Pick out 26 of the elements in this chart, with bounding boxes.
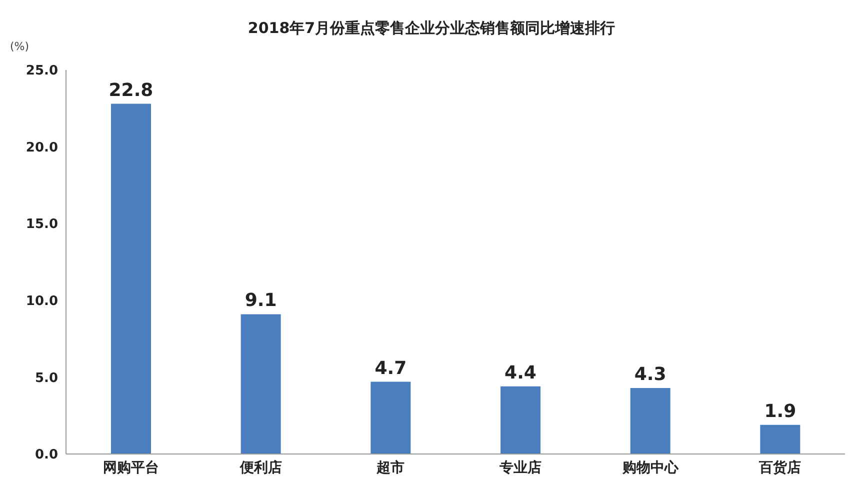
- y-tick-label: 10.0: [26, 294, 58, 310]
- data-label: 4.7: [374, 358, 407, 379]
- data-label: 4.3: [634, 364, 666, 385]
- x-tick-label: 超市: [376, 458, 405, 476]
- x-tick-label: 专业店: [498, 458, 542, 476]
- x-tick-label: 百货店: [758, 458, 802, 476]
- bar: [500, 386, 540, 454]
- data-label: 1.9: [764, 400, 796, 422]
- bar: [370, 382, 411, 454]
- data-label: 22.8: [108, 80, 154, 101]
- y-tick-label: 15.0: [26, 217, 58, 232]
- y-tick-label: 0.0: [34, 448, 58, 463]
- y-tick-label: 25.0: [26, 64, 58, 79]
- y-tick-label: 20.0: [26, 140, 58, 156]
- chart-title: 2018年7月份重点零售企业分业态销售额同比增速排行: [248, 19, 616, 37]
- bar: [111, 104, 151, 454]
- bar: [760, 424, 800, 454]
- data-label: 4.4: [504, 362, 536, 384]
- bar: [240, 314, 281, 454]
- data-label: 9.1: [244, 290, 277, 312]
- bar: [630, 388, 670, 454]
- x-tick-label: 便利店: [238, 458, 282, 476]
- x-tick-label: 网购平台: [102, 460, 159, 476]
- y-axis-title: (%): [10, 40, 30, 53]
- y-tick-label: 5.0: [34, 370, 58, 386]
- x-tick-label: 购物中心: [621, 458, 680, 476]
